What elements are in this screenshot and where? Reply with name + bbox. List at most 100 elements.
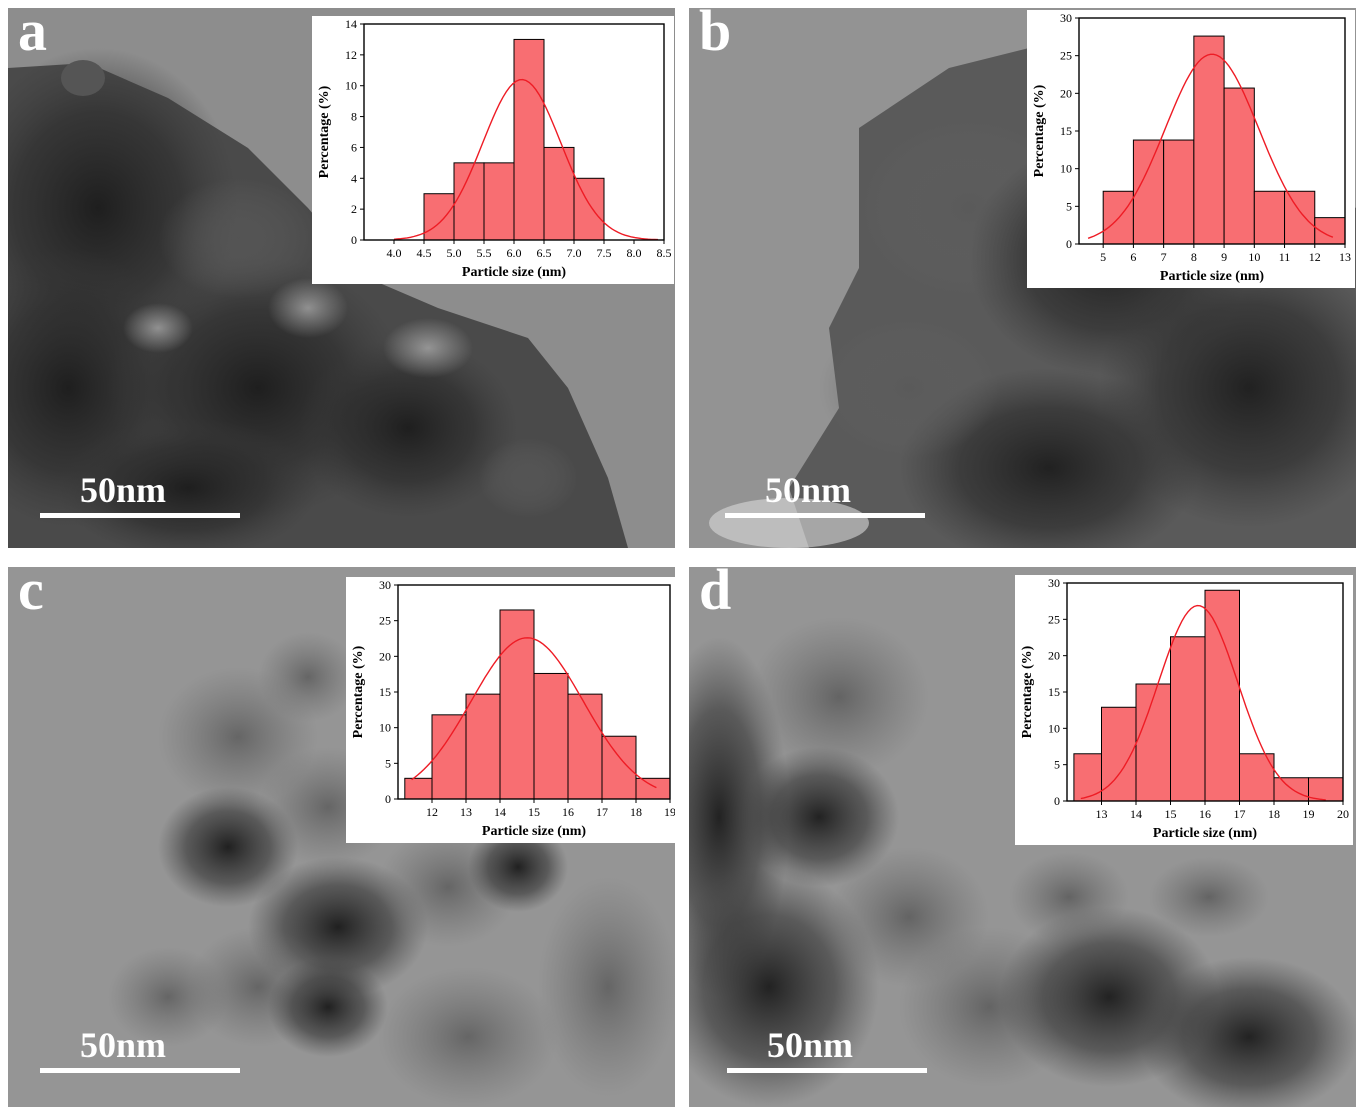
y-tick-label: 15: [1060, 124, 1072, 138]
histogram-bar: [543, 146, 575, 241]
histogram-chart: 12 13 14 15 16 17 18 19 0 5 10 15 20 25 30 Particle siz…: [351, 578, 675, 839]
y-tick-label: 20: [1048, 649, 1060, 663]
y-tick-label: 12: [345, 48, 357, 62]
y-tick-label: 0: [351, 233, 357, 247]
y-tick-label: 25: [379, 614, 391, 628]
scale-bar: [40, 1068, 240, 1073]
histogram-bar: [1132, 139, 1165, 245]
x-tick-label: 13: [460, 805, 472, 819]
scale-bar: [727, 1068, 927, 1073]
histogram-bar: [573, 177, 605, 241]
x-tick-label: 18: [1268, 807, 1280, 821]
gaussian-fit-line: [1080, 604, 1326, 801]
x-tick-label: 6: [1130, 250, 1136, 264]
tem-panel-b: b 50nm 5 6 7 8 9 10 11 12 13 0 5 10 15 20 25 30 Particle…: [689, 8, 1356, 548]
panel-letter: a: [18, 8, 47, 63]
x-tick-label: 9: [1221, 250, 1227, 264]
scale-bar: [40, 513, 240, 518]
size-distribution-inset: 12 13 14 15 16 17 18 19 0 5 10 15 20 25 30 Particle siz…: [346, 577, 675, 843]
histogram-bar: [533, 672, 569, 800]
histogram-bar: [431, 714, 467, 800]
histogram-bar: [513, 38, 545, 241]
x-tick-label: 16: [1199, 807, 1211, 821]
histogram-bar: [1204, 589, 1240, 802]
x-axis-label: Particle size (nm): [482, 824, 587, 839]
tem-panel-d: d 50nm 13 14 15 16 17 18 19 20 0 5 10 15 20 25 30 Parti…: [689, 567, 1356, 1107]
y-tick-label: 0: [1066, 237, 1072, 251]
gaussian-fit-line: [411, 637, 657, 789]
histogram-bar: [1284, 190, 1316, 245]
y-tick-label: 5: [1054, 758, 1060, 772]
histogram-bar: [1170, 636, 1206, 802]
histogram-bar: [404, 777, 433, 800]
y-tick-label: 10: [345, 79, 357, 93]
x-tick-label: 7.0: [567, 246, 582, 260]
histogram-bar: [423, 193, 455, 241]
gaussian-fit-line: [1087, 53, 1334, 239]
y-tick-label: 5: [1066, 199, 1072, 213]
x-tick-label: 8.5: [657, 246, 672, 260]
y-tick-label: 10: [1048, 721, 1060, 735]
x-tick-label: 17: [596, 805, 608, 819]
y-tick-label: 10: [379, 721, 391, 735]
y-tick-label: 30: [1060, 11, 1072, 25]
x-tick-label: 5: [1100, 250, 1106, 264]
x-tick-label: 5.0: [447, 246, 462, 260]
x-tick-label: 6.0: [507, 246, 522, 260]
x-tick-label: 19: [1303, 807, 1315, 821]
histogram-bar: [1135, 683, 1171, 802]
scale-bar-label: 50nm: [80, 470, 167, 510]
y-tick-label: 8: [351, 110, 357, 124]
x-tick-label: 20: [1337, 807, 1349, 821]
x-tick-label: 4.0: [387, 246, 402, 260]
x-tick-label: 15: [528, 805, 540, 819]
x-tick-label: 7: [1161, 250, 1167, 264]
y-tick-label: 20: [379, 649, 391, 663]
panel-letter: d: [699, 567, 732, 622]
x-tick-label: 19: [664, 805, 675, 819]
tem-panel-c: c 50nm 12 13 14 15 16 17 18 19 0 5 10 15 20 25 30 Parti…: [8, 567, 675, 1107]
y-tick-label: 0: [385, 792, 391, 806]
x-tick-label: 6.5: [537, 246, 552, 260]
histogram-bar: [483, 162, 515, 241]
y-tick-label: 5: [385, 756, 391, 770]
y-axis-label: Percentage (%): [1020, 645, 1035, 738]
scale-bar-label: 50nm: [765, 470, 852, 510]
y-axis-label: Percentage (%): [1032, 84, 1047, 177]
histogram-bar: [601, 735, 637, 800]
y-tick-label: 15: [379, 685, 391, 699]
y-tick-label: 25: [1060, 49, 1072, 63]
tem-micrograph-d: [689, 567, 1356, 1107]
histogram-bar: [1101, 706, 1137, 802]
y-tick-label: 4: [351, 171, 357, 185]
y-tick-label: 30: [1048, 576, 1060, 590]
size-distribution-inset: 13 14 15 16 17 18 19 20 0 5 10 15 20 25 30 Particle siz…: [1015, 575, 1353, 845]
histogram-chart: 4.0 4.5 5.0 5.5 6.0 6.5 7.0 7.5 8.0 8.5 0 2 4 6 8 10 12 1…: [317, 17, 672, 280]
x-tick-label: 17: [1234, 807, 1246, 821]
histogram-bar: [635, 777, 671, 800]
size-distribution-inset: 4.0 4.5 5.0 5.5 6.0 6.5 7.0 7.5 8.0 8.5 0 2 4 6 8 10 12 1…: [312, 16, 674, 284]
x-tick-label: 12: [426, 805, 438, 819]
x-tick-label: 4.5: [417, 246, 432, 260]
panel-letter: c: [18, 567, 44, 622]
size-distribution-inset: 5 6 7 8 9 10 11 12 13 0 5 10 15 20 25 30 Particle size (…: [1027, 10, 1355, 288]
x-tick-label: 8: [1191, 250, 1197, 264]
histogram-bar: [499, 609, 535, 800]
panel-letter: b: [699, 8, 732, 63]
x-tick-label: 10: [1248, 250, 1260, 264]
x-tick-label: 11: [1279, 250, 1291, 264]
y-tick-label: 2: [351, 202, 357, 216]
y-axis-label: Percentage (%): [317, 85, 332, 178]
histogram-bar: [1239, 753, 1275, 802]
x-tick-label: 13: [1096, 807, 1108, 821]
x-tick-label: 12: [1309, 250, 1321, 264]
histogram-bar: [1193, 35, 1225, 245]
x-tick-label: 8.0: [627, 246, 642, 260]
x-tick-label: 5.5: [477, 246, 492, 260]
y-tick-label: 0: [1054, 794, 1060, 808]
histogram-bar: [465, 693, 501, 800]
histogram-bar: [1253, 190, 1286, 245]
scale-bar-label: 50nm: [80, 1025, 167, 1065]
histogram-bar: [567, 693, 603, 800]
x-tick-label: 7.5: [597, 246, 612, 260]
